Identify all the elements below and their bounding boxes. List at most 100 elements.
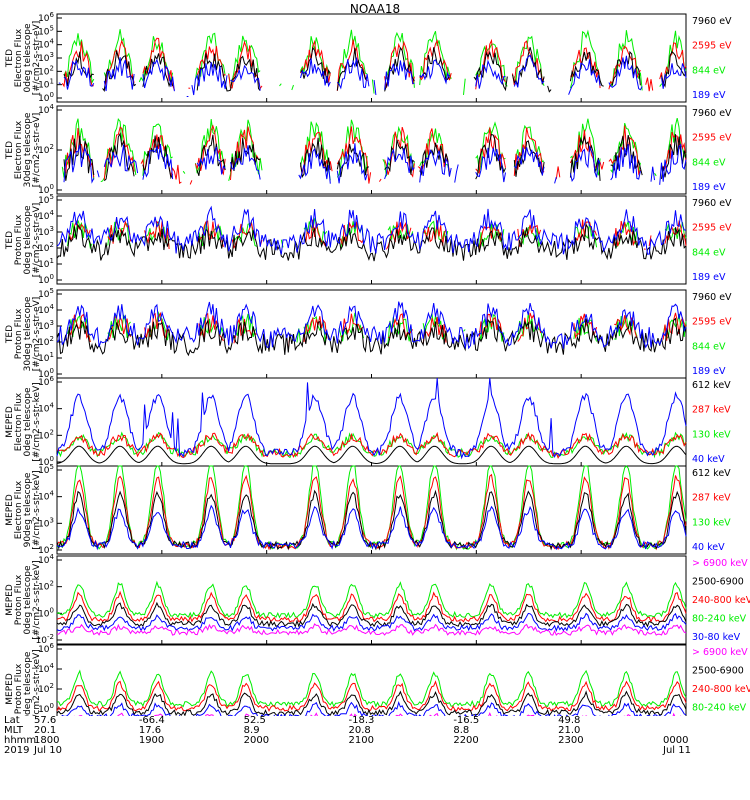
y-axis-label: TED bbox=[5, 49, 15, 68]
y-axis-label: MEPED bbox=[5, 494, 15, 526]
series-line-blue bbox=[61, 701, 687, 716]
panel-5: 106 104 102 100 MEPED Electron Flux 0deg teles… bbox=[5, 375, 731, 468]
legend-entry: 189 eV bbox=[692, 182, 726, 193]
legend-entry: 844 eV bbox=[692, 341, 726, 352]
footer-lat-value: 57.6 bbox=[34, 715, 57, 726]
series-line-red bbox=[61, 37, 687, 92]
y-tick-label: 104 bbox=[38, 103, 54, 116]
legend-entry: 7960 eV bbox=[692, 292, 732, 303]
footer-mlt-value: 17.6 bbox=[138, 725, 162, 736]
panel-frame bbox=[56, 644, 687, 716]
series-line-blue bbox=[58, 54, 687, 97]
y-tick-label: 100 bbox=[38, 367, 54, 380]
y-tick-label: 100 bbox=[38, 91, 54, 104]
y-axis-label: MEPED bbox=[5, 673, 15, 705]
y-axis-label: [#/cm2-s-str-eV] bbox=[32, 297, 42, 372]
panel-3: 105 104 103 102 101 100 TED Proton Flux 0deg tel… bbox=[5, 193, 732, 286]
series-line-black bbox=[56, 690, 687, 716]
series-line-blue bbox=[63, 143, 687, 185]
y-tick-label: 102 bbox=[38, 335, 54, 348]
legend-entry: 2500-6900 bbox=[692, 666, 744, 677]
y-axis-label: MEPED bbox=[5, 406, 15, 438]
y-tick-label: 100 bbox=[38, 273, 54, 286]
legend-entry: 2595 eV bbox=[692, 317, 732, 328]
series-line-red bbox=[56, 431, 687, 460]
footer-lat-value: 49.8 bbox=[558, 715, 581, 726]
series-line-green bbox=[56, 580, 687, 619]
series-line-blue bbox=[56, 612, 687, 633]
y-tick-label: 106 bbox=[38, 642, 54, 655]
y-tick-label: 106 bbox=[38, 11, 54, 24]
legend-entry: > 6900 keV bbox=[692, 558, 748, 569]
y-axis-label: MEPED bbox=[5, 584, 15, 616]
y-tick-label: 104 bbox=[38, 402, 54, 415]
footer-hhmm-value: 1900 bbox=[138, 735, 165, 746]
y-tick-label: 105 bbox=[38, 287, 54, 300]
y-axis-label: Electron Flux bbox=[14, 392, 24, 451]
y-axis-label: [#/cm2-s-str-keV] bbox=[32, 470, 42, 549]
y-tick-label: 103 bbox=[38, 516, 54, 529]
legend-entry: 844 eV bbox=[692, 157, 726, 168]
footer-date-value: Jul 10 bbox=[34, 745, 62, 756]
legend-entry: 7960 eV bbox=[692, 108, 732, 119]
panel-2: 104 102 100 TED Electron Flux 30deg telescope… bbox=[5, 103, 732, 196]
y-tick-label: 103 bbox=[38, 319, 54, 332]
series-line-magenta bbox=[56, 623, 687, 636]
footer-hhmm-value: 2200 bbox=[453, 735, 479, 746]
y-tick-label: 104 bbox=[38, 553, 54, 566]
y-axis-label: [#/cm2-s-str-eV] bbox=[32, 203, 42, 278]
y-axis-label: Electron Flux bbox=[14, 28, 24, 87]
y-tick-label: 102 bbox=[38, 143, 54, 156]
series-line-blue bbox=[56, 301, 687, 350]
chart-title: NOAA18 bbox=[349, 2, 401, 16]
y-axis-label: Proton Flux bbox=[14, 308, 24, 359]
panel-frame bbox=[56, 13, 687, 103]
series-line-magenta bbox=[73, 712, 682, 716]
legend-entry: 189 eV bbox=[692, 366, 726, 377]
legend-entry: 240-800 keV bbox=[692, 595, 750, 606]
y-tick-label: 105 bbox=[38, 193, 54, 206]
legend-entry: 240-800 keV bbox=[692, 684, 750, 695]
legend-entry: 80-240 keV bbox=[692, 614, 747, 625]
y-axis-label: 0deg telescope bbox=[23, 387, 33, 457]
legend-entry: 844 eV bbox=[692, 65, 726, 76]
footer-mlt-value: 20.1 bbox=[34, 725, 57, 736]
series-line-green bbox=[56, 669, 687, 708]
footer-lat-value: -66.4 bbox=[138, 715, 165, 726]
footer-mlt-value: 8.8 bbox=[453, 725, 470, 736]
y-tick-label: 103 bbox=[38, 51, 54, 64]
y-axis-label: 0deg telescope bbox=[23, 205, 33, 275]
y-axis-label: TED bbox=[5, 231, 15, 250]
legend-entry: 130 keV bbox=[692, 517, 731, 528]
footer-hhmm-value: 1800 bbox=[34, 735, 60, 746]
legend-entry: 189 eV bbox=[692, 90, 726, 101]
series-line-blue bbox=[56, 377, 687, 460]
y-tick-label: 100 bbox=[38, 606, 54, 619]
legend-entry: 189 eV bbox=[692, 272, 726, 283]
legend-entry: > 6900 keV bbox=[692, 647, 748, 658]
y-axis-label: [#/cm2-s-str-keV] bbox=[32, 649, 42, 716]
y-axis-label: [#/cm2-s-str-eV] bbox=[32, 21, 42, 96]
footer-lat-value: -18.3 bbox=[348, 715, 375, 726]
footer-lat-value: 52.5 bbox=[243, 715, 266, 726]
y-axis-label: 90deg telescope bbox=[23, 472, 33, 547]
y-tick-label: 104 bbox=[38, 662, 54, 675]
footer-row-label: Lat bbox=[4, 715, 20, 726]
y-tick-label: 104 bbox=[38, 38, 54, 51]
footer-mlt-value: 21.0 bbox=[558, 725, 581, 736]
legend-entry: 287 keV bbox=[692, 405, 731, 416]
series-line-blue bbox=[56, 205, 687, 255]
y-tick-label: 104 bbox=[38, 209, 54, 222]
y-tick-label: 105 bbox=[38, 24, 54, 37]
y-axis-label: [#/cm2-s-str-keV] bbox=[32, 382, 42, 461]
y-tick-label: 104 bbox=[38, 490, 54, 503]
y-tick-label: 102 bbox=[38, 682, 54, 695]
series-line-red bbox=[56, 590, 687, 624]
panel-6: 105 104 103 102 MEPED Electron Flux 90deg tele… bbox=[5, 463, 731, 556]
y-axis-label: TED bbox=[5, 141, 15, 160]
y-tick-label: 101 bbox=[38, 257, 54, 270]
legend-entry: 40 keV bbox=[692, 454, 725, 465]
series-line-black bbox=[56, 601, 687, 628]
